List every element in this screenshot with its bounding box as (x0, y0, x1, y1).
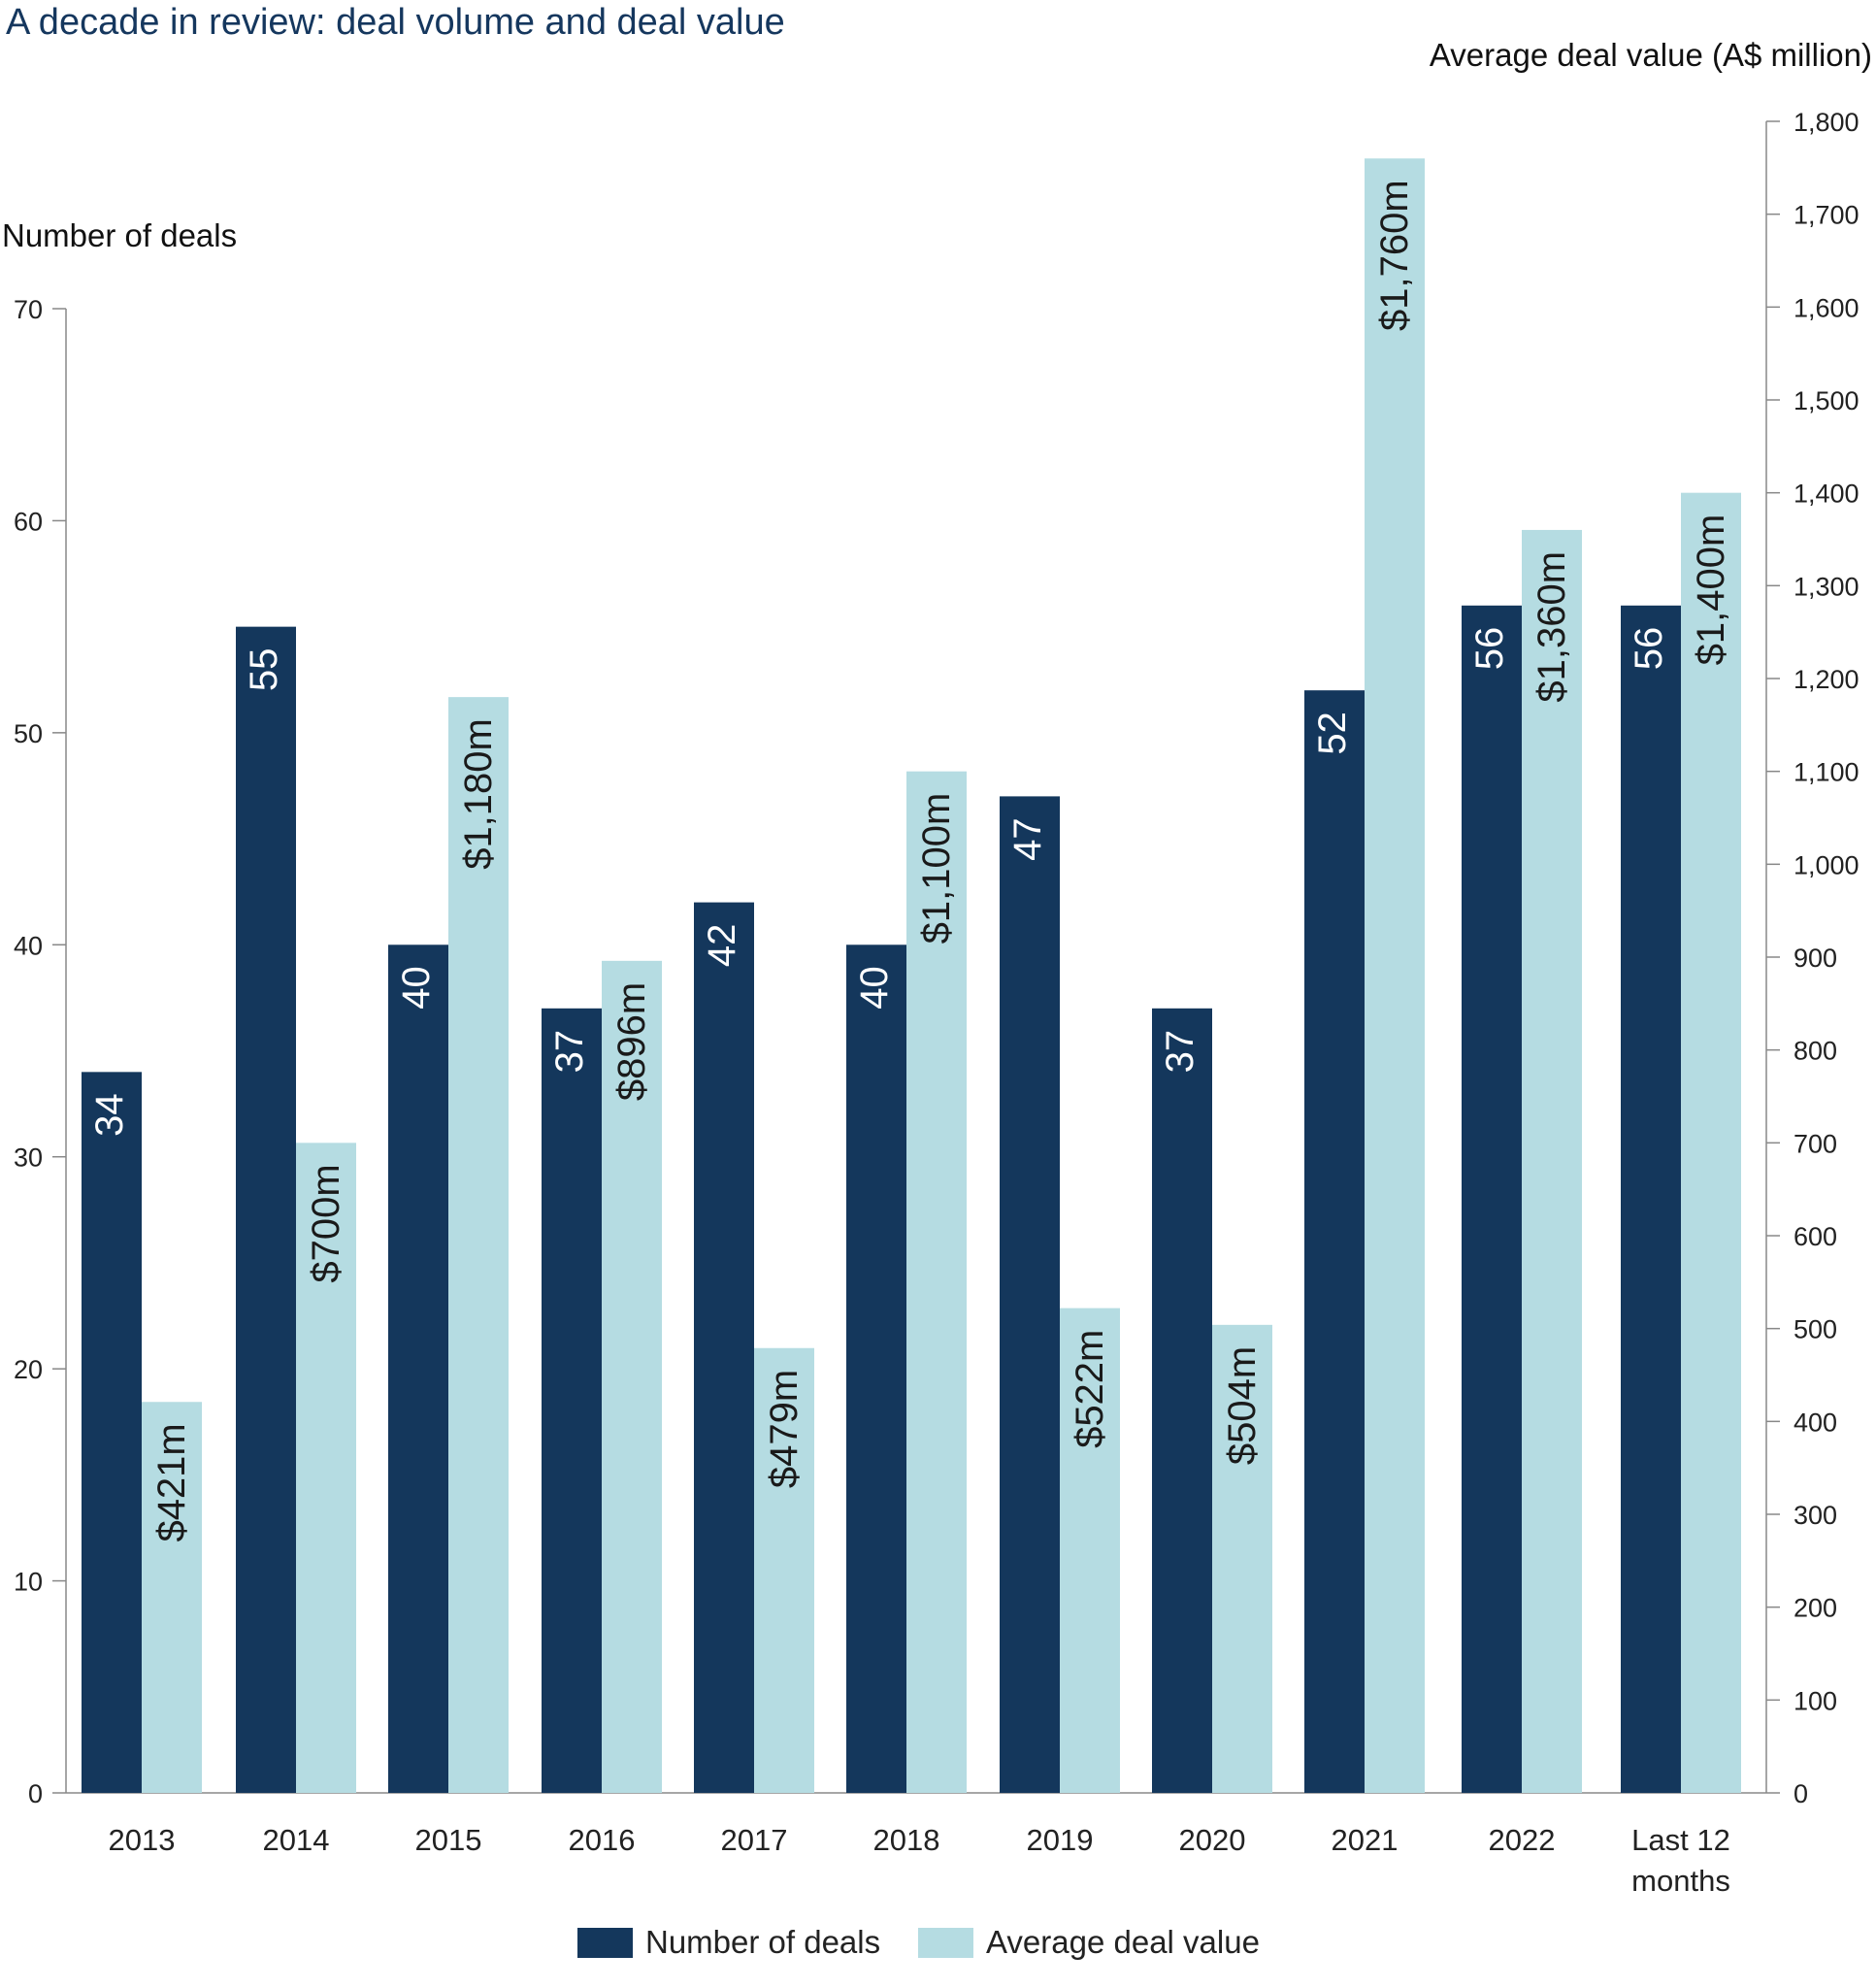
value-bar (142, 1402, 202, 1793)
deals-data-label: 40 (395, 966, 438, 1009)
legend-item-deals: Number of deals (577, 1924, 880, 1961)
deals-bar (388, 944, 448, 1793)
right-tick-label: 0 (1794, 1779, 1808, 1808)
right-tick-label: 1,600 (1794, 293, 1860, 322)
value-bar (754, 1347, 814, 1793)
x-category-label: 2016 (569, 1823, 636, 1857)
deals-data-label: 52 (1311, 712, 1354, 755)
x-category-label: 2014 (263, 1823, 330, 1857)
x-category-label: 2013 (109, 1823, 176, 1857)
right-tick-label: 300 (1794, 1501, 1837, 1530)
legend-item-value: Average deal value (918, 1924, 1260, 1961)
right-tick-label: 700 (1794, 1129, 1837, 1158)
deals-bar (236, 626, 296, 1794)
legend-swatch-deals (577, 1927, 633, 1958)
deals-data-label: 56 (1628, 627, 1670, 671)
value-data-label: $504m (1221, 1346, 1264, 1465)
value-bar (1522, 529, 1582, 1793)
left-axis-title: Number of deals (2, 217, 238, 253)
x-category-label: Last 12 (1631, 1823, 1730, 1857)
chart-legend: Number of deals Average deal value (0, 1924, 1876, 1967)
left-tick-label: 10 (14, 1568, 43, 1597)
right-tick-label: 1,000 (1794, 850, 1860, 879)
deals-bar (1152, 1008, 1212, 1793)
x-category-label: 2020 (1179, 1823, 1246, 1857)
left-tick-label: 20 (14, 1355, 43, 1384)
x-category-label: 2019 (1027, 1823, 1094, 1857)
deals-data-label: 47 (1006, 817, 1049, 861)
deals-data-label: 56 (1468, 627, 1511, 671)
value-bar (1212, 1324, 1272, 1793)
legend-swatch-value (918, 1927, 973, 1958)
right-axis-title: Average deal value (A$ million) (1429, 37, 1872, 73)
value-data-label: $1,400m (1690, 514, 1732, 666)
value-data-label: $421m (150, 1423, 193, 1541)
x-category-label: 2015 (415, 1823, 482, 1857)
deals-bar (1462, 605, 1522, 1793)
right-tick-label: 1,700 (1794, 201, 1860, 230)
left-tick-label: 40 (14, 931, 43, 960)
right-tick-label: 1,800 (1794, 108, 1860, 137)
right-tick-label: 800 (1794, 1037, 1837, 1066)
right-tick-label: 900 (1794, 944, 1837, 973)
deals-data-label: 37 (1159, 1030, 1201, 1074)
left-tick-label: 0 (28, 1779, 43, 1808)
left-tick-label: 70 (14, 295, 43, 324)
right-tick-label: 1,500 (1794, 386, 1860, 415)
right-tick-label: 100 (1794, 1686, 1837, 1715)
x-category-label: 2018 (873, 1823, 940, 1857)
value-data-label: $896m (610, 982, 653, 1101)
value-bar (906, 771, 967, 1793)
value-data-label: $479m (763, 1370, 806, 1488)
deals-bar (694, 902, 754, 1793)
deals-bar (1621, 605, 1681, 1793)
x-category-label: months (1631, 1864, 1730, 1898)
deals-bar (542, 1008, 602, 1793)
deals-data-label: 34 (88, 1093, 131, 1137)
value-bar (448, 697, 509, 1794)
right-tick-label: 1,200 (1794, 665, 1860, 694)
value-data-label: $1,360m (1530, 551, 1573, 703)
x-category-label: 2021 (1332, 1823, 1399, 1857)
deals-data-label: 55 (243, 648, 285, 692)
x-category-label: 2022 (1489, 1823, 1556, 1857)
legend-label-value: Average deal value (986, 1924, 1260, 1960)
deals-bar (82, 1072, 142, 1793)
right-tick-label: 1,400 (1794, 480, 1860, 509)
deals-bar (846, 944, 906, 1793)
legend-label-deals: Number of deals (645, 1924, 881, 1960)
right-tick-label: 500 (1794, 1315, 1837, 1344)
deals-bar (1000, 796, 1060, 1793)
value-bar (602, 960, 662, 1793)
value-bar (1681, 492, 1741, 1794)
value-data-label: $1,180m (457, 718, 500, 870)
right-tick-label: 600 (1794, 1222, 1837, 1251)
left-tick-label: 50 (14, 719, 43, 748)
deals-data-label: 37 (548, 1030, 591, 1074)
value-data-label: $700m (305, 1164, 347, 1282)
deals-data-label: 40 (853, 966, 896, 1009)
value-bar (296, 1143, 356, 1793)
value-data-label: $1,760m (1373, 180, 1416, 331)
left-tick-label: 60 (14, 507, 43, 536)
deals-data-label: 42 (701, 924, 743, 968)
right-tick-label: 200 (1794, 1594, 1837, 1623)
value-data-label: $1,100m (915, 793, 958, 944)
value-data-label: $522m (1069, 1330, 1111, 1448)
right-tick-label: 1,300 (1794, 572, 1860, 601)
value-bar (1060, 1308, 1120, 1793)
deals-bar (1304, 690, 1365, 1794)
x-category-label: 2017 (721, 1823, 788, 1857)
left-tick-label: 30 (14, 1143, 43, 1173)
right-tick-label: 1,100 (1794, 758, 1860, 787)
value-bar (1365, 158, 1425, 1794)
chart-title: A decade in review: deal volume and deal… (6, 2, 785, 43)
right-tick-label: 400 (1794, 1408, 1837, 1437)
